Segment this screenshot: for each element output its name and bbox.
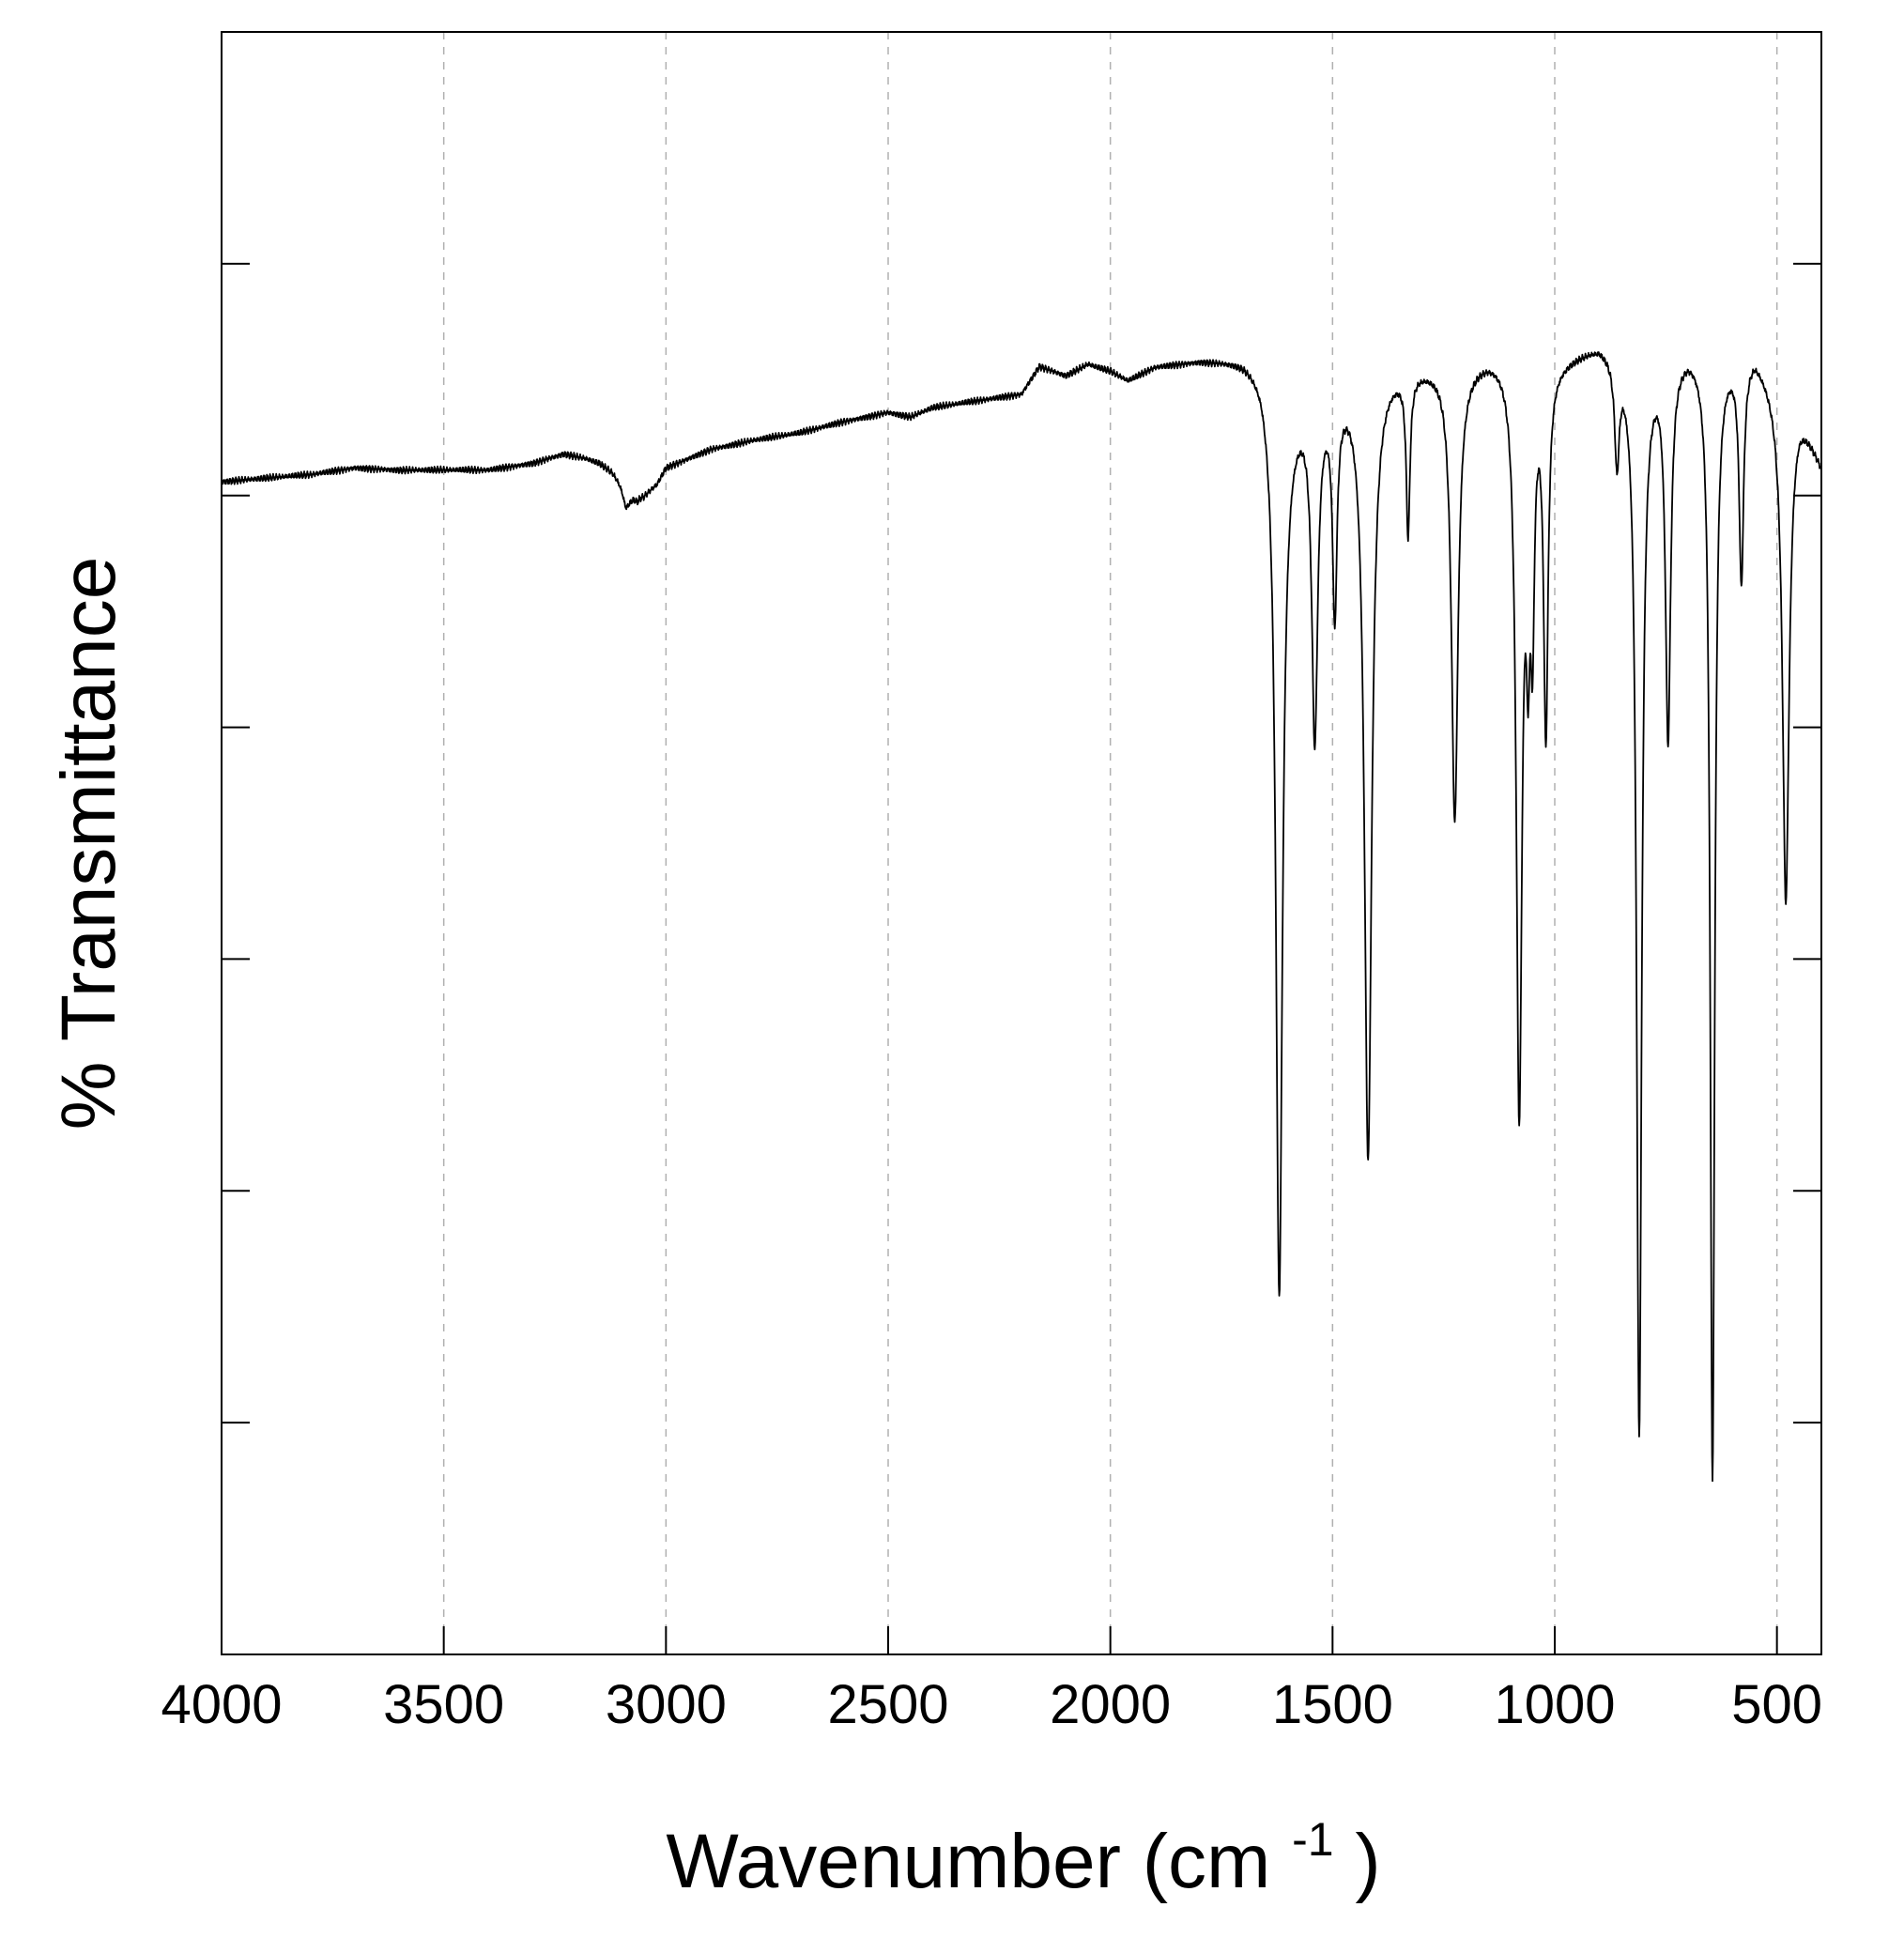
x-axis-title-close: ) xyxy=(1355,1819,1380,1904)
grid-lines xyxy=(442,32,1778,1654)
spectrum-line xyxy=(221,351,1822,1483)
x-axis-title-superscript: -1 xyxy=(1292,1813,1333,1866)
x-axis-ticks: 4000 3500 3000 2500 2000 1500 1000 500 xyxy=(161,1626,1822,1735)
x-tick-label-1000: 1000 xyxy=(1494,1674,1615,1735)
y-axis-title: % Transmittance xyxy=(46,557,131,1130)
x-tick-label-1500: 1500 xyxy=(1272,1674,1393,1735)
x-tick-label-500: 500 xyxy=(1731,1674,1822,1735)
x-tick-label-4000: 4000 xyxy=(161,1674,282,1735)
x-tick-label-3500: 3500 xyxy=(383,1674,504,1735)
plot-frame xyxy=(221,31,1822,1655)
x-tick-label-2000: 2000 xyxy=(1050,1674,1171,1735)
y-axis-ticks xyxy=(222,262,1821,1424)
x-tick-label-3000: 3000 xyxy=(606,1674,727,1735)
x-axis-title: Wavenumber (cm -1 ) xyxy=(666,1787,1380,1904)
x-axis-title-text: Wavenumber (cm xyxy=(666,1819,1270,1904)
x-tick-label-2500: 2500 xyxy=(827,1674,948,1735)
